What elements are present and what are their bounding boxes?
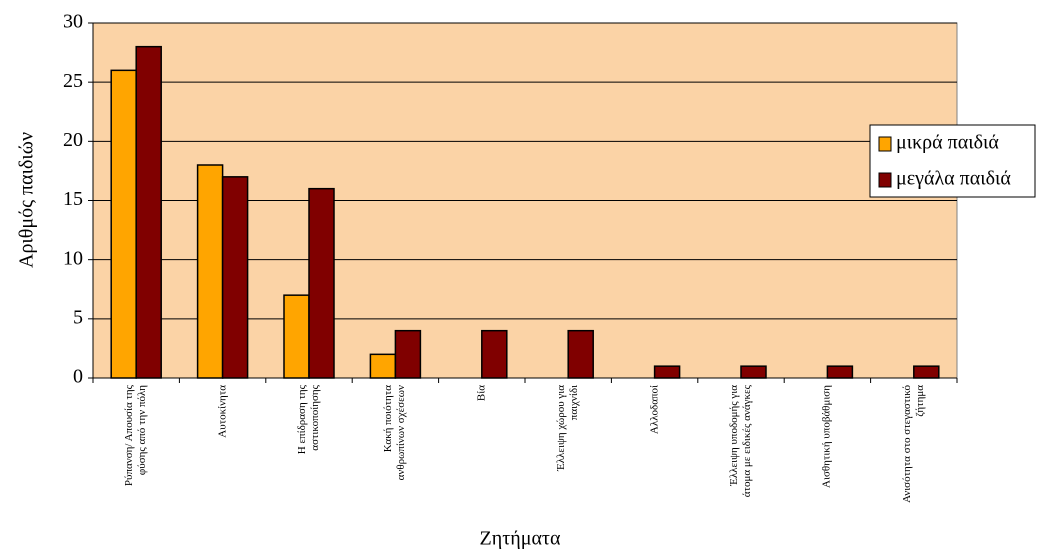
legend-label: μικρά παιδιά [896, 132, 999, 154]
bar [394, 329, 422, 379]
x-tick-label: Ανισότητα στο στεγαστικό ζήτημα [900, 385, 926, 503]
bar [481, 329, 508, 379]
y-tick-label: 25 [63, 70, 83, 92]
y-tick-label: 5 [73, 306, 83, 328]
y-tick-label: 10 [63, 247, 83, 269]
y-tick-label: 30 [63, 11, 83, 33]
bar [826, 365, 854, 379]
legend-box [869, 124, 1036, 198]
x-tick-label: Βία [475, 385, 488, 402]
y-tick-label: 0 [73, 366, 83, 388]
bar [135, 45, 162, 379]
y-tick-label: 20 [63, 129, 83, 151]
y-tick-label: 15 [63, 188, 83, 210]
x-tick-label: Αισθητική υποβάθμιση [820, 385, 833, 488]
bar [740, 365, 767, 379]
legend-label: μεγάλα παιδιά [896, 168, 1011, 190]
bar [196, 164, 224, 379]
bar [110, 69, 137, 379]
x-axis-title: Ζητήματα [480, 528, 561, 550]
y-axis-title: Αριθμός παιδιών [16, 132, 38, 268]
x-tick-label: Έλλειψη χώρου για παιχνίδι [555, 385, 581, 471]
bar [567, 329, 594, 379]
bar [308, 187, 335, 379]
bar [369, 353, 397, 379]
bar [283, 294, 310, 379]
x-tick-label: Κακή ποιότητα ανθρωπίνων σχέσεων [382, 385, 408, 481]
legend-swatch [878, 172, 892, 188]
x-tick-label: Έλλειψη υποδομής για άτομα με ειδικές αν… [728, 385, 753, 498]
bar [653, 365, 681, 379]
x-tick-label: Ρύπανση/ Απουσία της φύσης από την πόλη [123, 385, 149, 487]
bar [221, 176, 249, 379]
x-tick-label: Η επίδραση της αστικοποίησης [296, 385, 321, 455]
legend-swatch [878, 136, 892, 152]
bar [913, 365, 940, 379]
x-tick-label: Αλλοδαποί [648, 385, 661, 435]
x-tick-label: Αυτοκίνητα [216, 385, 229, 438]
